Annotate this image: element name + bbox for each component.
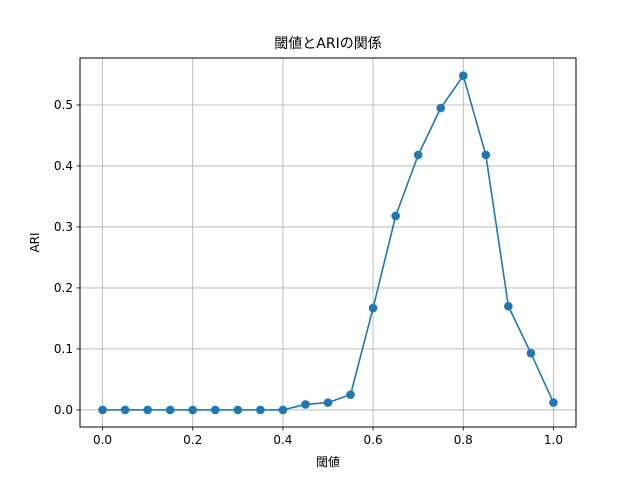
y-axis-label: ARI [28, 232, 42, 252]
data-point [481, 150, 491, 160]
x-tick-label: 0.2 [183, 433, 202, 447]
data-point [504, 301, 513, 311]
x-tick-label: 0.0 [93, 433, 112, 447]
data-point [233, 405, 243, 415]
chart-title: 閾値とARIの関係 [274, 36, 381, 52]
x-tick-label: 1.0 [544, 433, 563, 447]
data-point [391, 211, 400, 221]
data-point [143, 405, 152, 415]
data-point [98, 405, 107, 415]
y-tick-label: 0.2 [54, 281, 73, 295]
tick-layer: 0.0 0.2 0.4 0.6 0.8 1.0 0.0 0.1 0.2 0.3 0.4 0.5 [54, 98, 563, 447]
data-point [549, 398, 558, 407]
x-tick-label: 0.4 [273, 433, 292, 447]
data-point [188, 405, 198, 415]
y-tick-label: 0.5 [54, 98, 73, 112]
y-tick-label: 0.4 [54, 159, 73, 173]
y-tick-label: 0.1 [54, 342, 73, 356]
x-tick-label: 0.8 [454, 433, 473, 447]
y-tick-label: 0.0 [54, 403, 73, 417]
data-point [165, 405, 175, 415]
x-axis-label: 閾値 [316, 454, 340, 469]
data-point [413, 150, 423, 160]
plot-frame [79, 57, 577, 428]
data-point [346, 390, 355, 399]
data-point [458, 71, 468, 80]
data-point [368, 303, 378, 313]
data-point [526, 348, 536, 358]
data-point [278, 405, 288, 415]
data-point [120, 405, 130, 415]
data-point [301, 400, 310, 409]
data-point [256, 405, 265, 415]
data-point [210, 405, 220, 415]
y-tick-label: 0.3 [54, 220, 73, 234]
x-tick-label: 0.6 [364, 433, 383, 447]
data-point [436, 103, 446, 113]
data-point [323, 398, 333, 407]
series-layer [98, 71, 558, 415]
